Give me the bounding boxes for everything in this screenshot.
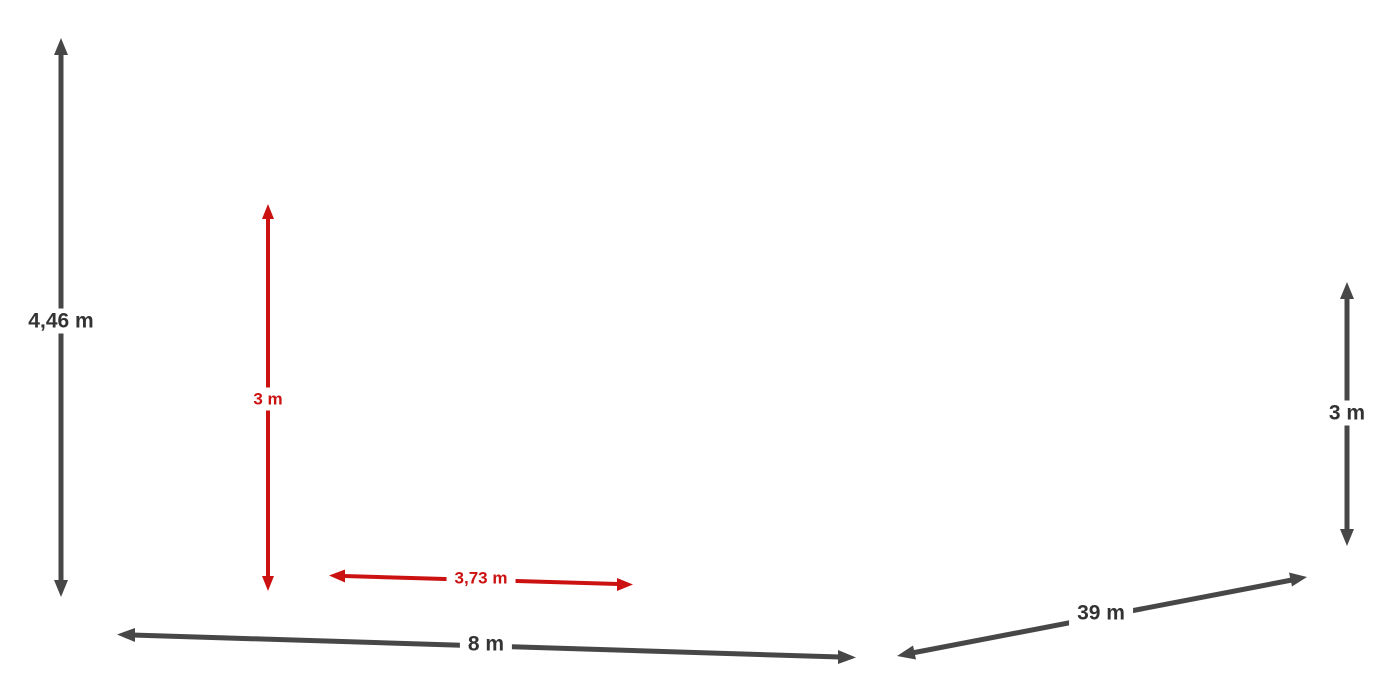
right-height-label: 3 m <box>1320 400 1374 426</box>
inner-width-label: 3,73 m <box>446 566 516 590</box>
front-length-label: 8 m <box>459 631 513 657</box>
inner-height-label: 3 m <box>245 387 291 411</box>
side-length-label: 39 m <box>1069 600 1133 626</box>
left-height-label: 4,46 m <box>20 308 102 334</box>
